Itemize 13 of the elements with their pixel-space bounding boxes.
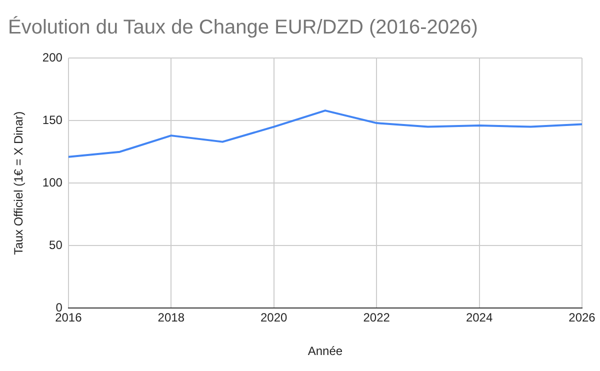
x-tick-label: 2020 xyxy=(260,310,288,325)
x-axis-title: Année xyxy=(308,344,343,358)
y-tick-label: 50 xyxy=(49,238,63,252)
x-tick-label: 2016 xyxy=(55,310,82,325)
y-axis-title: Taux Officiel (1€ = X Dinar) xyxy=(12,111,26,255)
x-tick-label: 2022 xyxy=(363,310,390,325)
x-tick-label: 2024 xyxy=(466,310,493,325)
x-tick-label: 2018 xyxy=(158,310,185,325)
x-tick-label: 2026 xyxy=(568,310,596,325)
y-tick-label: 100 xyxy=(42,175,63,190)
y-tick-label: 200 xyxy=(42,50,63,64)
chart-title: Évolution du Taux de Change EUR/DZD (2016-2026) xyxy=(8,16,478,39)
y-tick-label: 150 xyxy=(42,112,63,127)
